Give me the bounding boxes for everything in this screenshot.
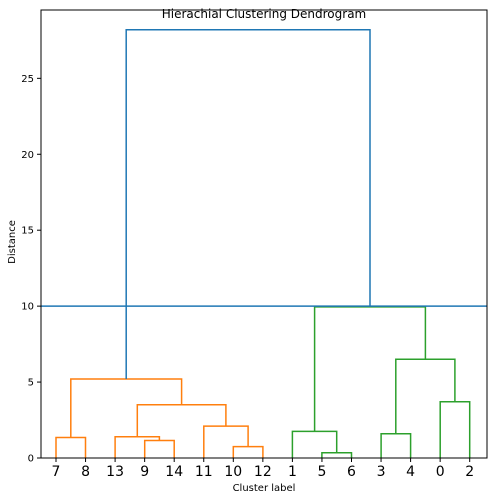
y-axis-label: Distance [7, 220, 18, 264]
leaf-label-11: 11 [195, 464, 213, 480]
leaf-label-2: 2 [465, 464, 474, 480]
y-tick-label: 15 [21, 226, 34, 237]
x-axis: 7 8 13 9 14 11 10 12 1 5 6 3 4 0 2 [52, 458, 474, 480]
link-orange-1 [143, 439, 175, 458]
plot-frame [40, 9, 488, 459]
dendrogram-links [55, 28, 471, 458]
leaf-label-5: 5 [317, 464, 326, 480]
leaf-label-9: 9 [140, 464, 149, 480]
y-axis: 0 5 10 15 20 25 [21, 74, 41, 465]
link-green-11 [395, 358, 456, 434]
x-axis-label: Cluster label [233, 483, 296, 494]
leaf-label-6: 6 [347, 464, 356, 480]
link-green-10 [439, 401, 471, 458]
y-tick-label: 5 [28, 378, 34, 389]
link-orange-4 [203, 425, 249, 458]
leaf-label-13: 13 [106, 464, 124, 480]
leaf-label-3: 3 [377, 464, 386, 480]
link-green-8 [291, 430, 338, 458]
link-green-9 [380, 432, 412, 458]
y-tick-label: 0 [28, 454, 34, 465]
leaf-label-10: 10 [224, 464, 242, 480]
y-tick-label: 25 [21, 74, 34, 85]
leaf-label-14: 14 [165, 464, 183, 480]
leaf-label-4: 4 [406, 464, 415, 480]
y-tick-label: 20 [21, 150, 34, 161]
link-orange-3 [232, 445, 264, 458]
leaf-label-0: 0 [436, 464, 445, 480]
y-tick-label: 10 [21, 302, 34, 313]
link-green-12 [313, 306, 427, 432]
leaf-label-12: 12 [254, 464, 272, 480]
link-blue-13 [125, 28, 371, 379]
link-orange-5 [136, 404, 227, 437]
link-orange-0 [55, 436, 87, 458]
link-orange-6 [70, 378, 183, 438]
link-green-7 [321, 451, 353, 458]
chart-title: Hierachial Clustering Dendrogram [162, 7, 366, 21]
leaf-label-1: 1 [288, 464, 297, 480]
leaf-label-8: 8 [81, 464, 90, 480]
leaf-label-7: 7 [52, 464, 61, 480]
